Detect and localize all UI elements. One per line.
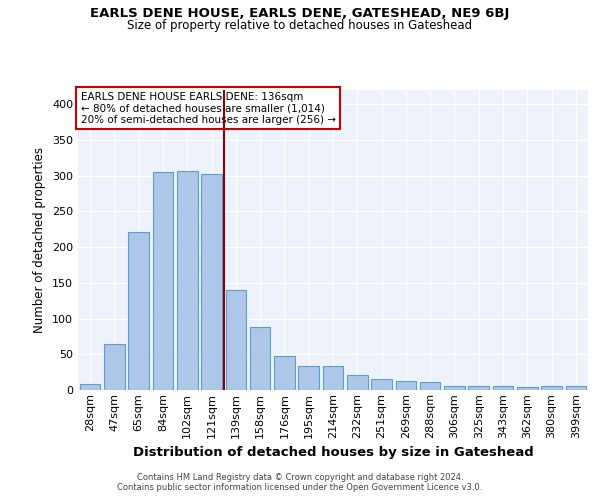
- Bar: [566, 386, 586, 390]
- Bar: [420, 382, 440, 390]
- Bar: [371, 380, 392, 390]
- Bar: [298, 366, 319, 390]
- Y-axis label: Number of detached properties: Number of detached properties: [34, 147, 46, 333]
- Text: Contains public sector information licensed under the Open Government Licence v3: Contains public sector information licen…: [118, 484, 482, 492]
- Bar: [517, 387, 538, 390]
- Bar: [250, 327, 271, 390]
- Text: Contains HM Land Registry data © Crown copyright and database right 2024.: Contains HM Land Registry data © Crown c…: [137, 474, 463, 482]
- Text: Size of property relative to detached houses in Gateshead: Size of property relative to detached ho…: [127, 19, 473, 32]
- Bar: [469, 386, 489, 390]
- Bar: [128, 232, 149, 390]
- X-axis label: Distribution of detached houses by size in Gateshead: Distribution of detached houses by size …: [133, 446, 533, 459]
- Bar: [274, 356, 295, 390]
- Bar: [347, 375, 368, 390]
- Bar: [80, 384, 100, 390]
- Bar: [395, 382, 416, 390]
- Bar: [177, 172, 197, 390]
- Bar: [323, 366, 343, 390]
- Bar: [493, 386, 514, 390]
- Bar: [226, 290, 246, 390]
- Text: EARLS DENE HOUSE, EARLS DENE, GATESHEAD, NE9 6BJ: EARLS DENE HOUSE, EARLS DENE, GATESHEAD,…: [91, 8, 509, 20]
- Bar: [541, 386, 562, 390]
- Bar: [201, 174, 222, 390]
- Bar: [444, 386, 465, 390]
- Bar: [104, 344, 125, 390]
- Bar: [152, 172, 173, 390]
- Text: EARLS DENE HOUSE EARLS DENE: 136sqm
← 80% of detached houses are smaller (1,014): EARLS DENE HOUSE EARLS DENE: 136sqm ← 80…: [80, 92, 335, 124]
